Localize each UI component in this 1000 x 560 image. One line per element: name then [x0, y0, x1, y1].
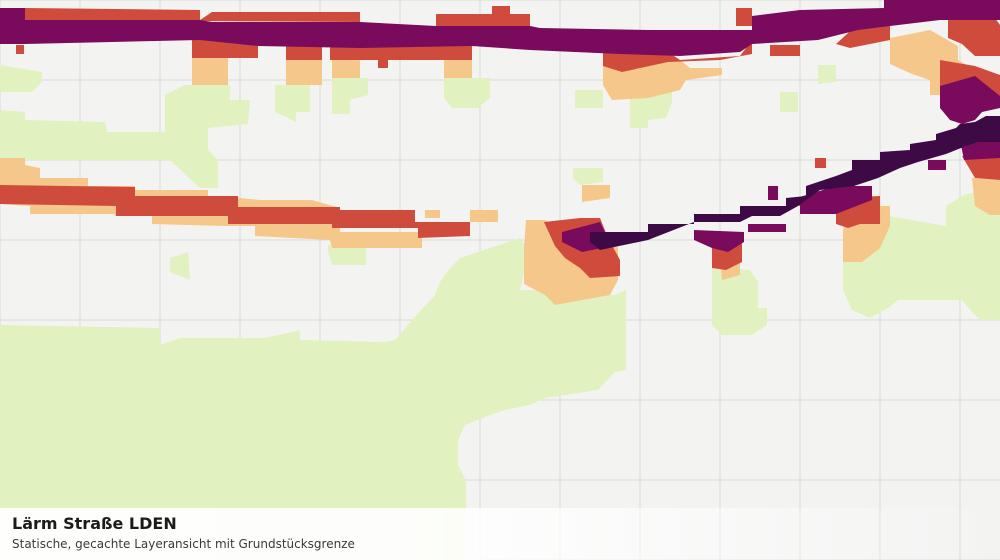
noise-zone-purple	[0, 0, 1000, 252]
map-title: Lärm Straße LDEN	[12, 514, 177, 533]
map-caption: Lärm Straße LDEN Statische, gecachte Lay…	[0, 508, 1000, 560]
noise-zone-light	[0, 65, 1000, 560]
map-subtitle: Statische, gecachte Layeransicht mit Gru…	[12, 537, 355, 551]
noise-zone-darkest	[590, 116, 1000, 250]
